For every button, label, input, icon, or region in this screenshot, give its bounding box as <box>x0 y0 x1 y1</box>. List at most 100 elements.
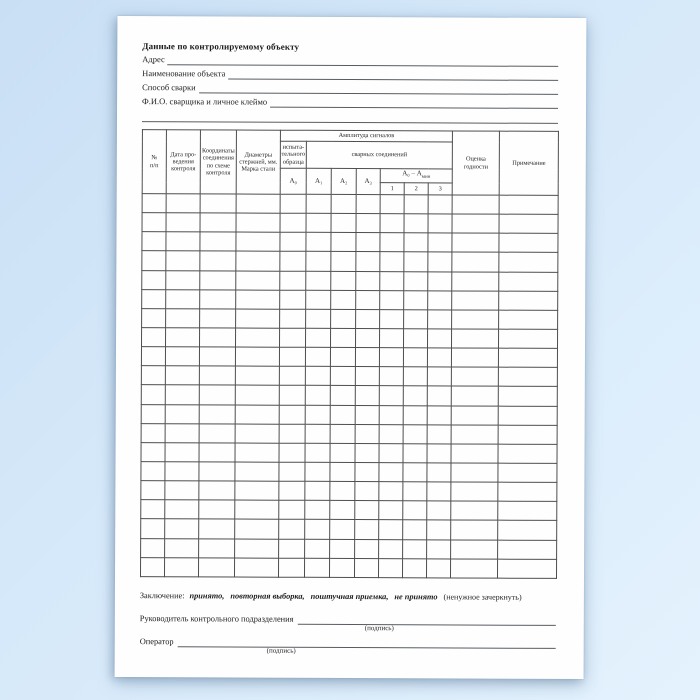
header-a2: А₂ <box>331 168 357 195</box>
table-cell <box>451 271 499 291</box>
table-cell <box>451 462 499 483</box>
table-cell <box>330 309 356 329</box>
table-cell <box>305 251 331 271</box>
table-cell <box>427 424 452 444</box>
table-row <box>140 480 558 502</box>
field-address: Адрес <box>142 53 559 67</box>
table-cell <box>278 538 305 558</box>
table-cell <box>355 347 380 367</box>
table-cell <box>141 308 166 328</box>
table-cell <box>235 385 280 405</box>
table-cell <box>499 195 559 215</box>
table-cell <box>403 290 428 310</box>
table-cell <box>198 557 235 577</box>
table-cell <box>428 194 453 215</box>
table-cell <box>235 308 280 329</box>
table-cell <box>198 500 235 520</box>
table-cell <box>426 539 451 559</box>
table-cell <box>165 442 200 462</box>
table-cell <box>279 270 306 291</box>
table-cell <box>199 346 236 367</box>
table-cell <box>200 193 237 214</box>
header-control-date: Дата про- ведения контроля <box>166 129 201 194</box>
table-row <box>141 384 558 406</box>
table-cell <box>235 232 281 252</box>
table-cell <box>379 252 404 272</box>
table-cell <box>278 462 305 482</box>
table-cell <box>498 348 558 368</box>
table-cell <box>426 481 452 502</box>
table-cell <box>354 519 379 540</box>
header-amplitude-difference: А₀ – Амин <box>380 168 453 183</box>
table-cell <box>450 558 498 578</box>
table-cell <box>305 347 331 367</box>
table-cell <box>165 365 200 386</box>
table-cell <box>378 462 403 482</box>
table-cell <box>355 366 380 387</box>
operator-label: Оператор <box>139 637 174 647</box>
table-cell <box>199 385 236 405</box>
table-cell <box>306 194 332 214</box>
table-cell <box>199 423 236 443</box>
field-address-label: Адрес <box>142 54 165 65</box>
table-cell <box>329 538 355 559</box>
table-cell <box>331 213 357 233</box>
table-cell <box>278 519 305 539</box>
table-cell <box>199 366 236 386</box>
table-cell <box>279 423 306 444</box>
table-cell <box>403 366 428 387</box>
table-cell <box>378 539 403 559</box>
table-cell <box>199 270 236 290</box>
header-amplitude-group: Амплитуда сигналов <box>280 130 453 142</box>
table-cell <box>164 499 199 520</box>
table-cell <box>450 539 498 559</box>
table-row <box>141 423 558 445</box>
table-cell <box>166 193 201 213</box>
table-cell <box>427 271 452 291</box>
table-cell <box>378 520 403 540</box>
table-cell <box>403 328 428 348</box>
scanned-form-page: Данные по контролируемому объекту Адрес … <box>114 15 587 680</box>
table-cell <box>378 443 404 463</box>
table-cell <box>329 500 355 520</box>
field-welder-name-label: Ф.И.О. сварщика и личное клеймо <box>142 96 268 107</box>
table-cell <box>141 231 167 252</box>
table-cell <box>498 367 558 387</box>
table-row <box>141 251 559 272</box>
table-cell <box>356 213 381 233</box>
table-cell <box>330 404 356 425</box>
field-address-blank-line <box>167 53 559 67</box>
table-cell <box>234 461 279 482</box>
header-row-number: № п/п <box>142 129 167 194</box>
table-cell <box>404 194 429 214</box>
field-welding-method-blank-line <box>198 81 559 95</box>
table-cell <box>451 348 499 368</box>
table-cell <box>356 194 381 214</box>
table-cell <box>235 327 280 348</box>
supervisor-signature-line <box>297 613 556 626</box>
table-cell <box>305 328 331 348</box>
table-cell <box>279 289 306 310</box>
table-cell <box>165 385 200 405</box>
table-cell <box>402 481 427 502</box>
table-cell <box>355 405 380 425</box>
table-cell <box>329 481 355 501</box>
table-cell <box>354 462 379 482</box>
table-cell <box>234 481 279 501</box>
conclusion-option-repeat-sampling: повторная выборка, <box>230 591 305 601</box>
table-cell <box>141 327 166 347</box>
table-cell <box>278 443 306 463</box>
table-cell <box>403 386 428 406</box>
table-cell <box>498 405 558 426</box>
table-cell <box>379 366 404 387</box>
table-cell <box>165 423 200 443</box>
header-diff-col-3: 3 <box>428 182 453 195</box>
table-cell <box>403 252 428 272</box>
control-journal-table: № п/п Дата про- ведения контроля Координ… <box>139 129 560 579</box>
table-cell <box>305 423 331 444</box>
table-cell <box>165 327 200 347</box>
table-cell <box>404 213 429 234</box>
continuation-blank-line <box>141 115 559 124</box>
table-cell <box>141 404 166 424</box>
table-row <box>141 365 558 387</box>
